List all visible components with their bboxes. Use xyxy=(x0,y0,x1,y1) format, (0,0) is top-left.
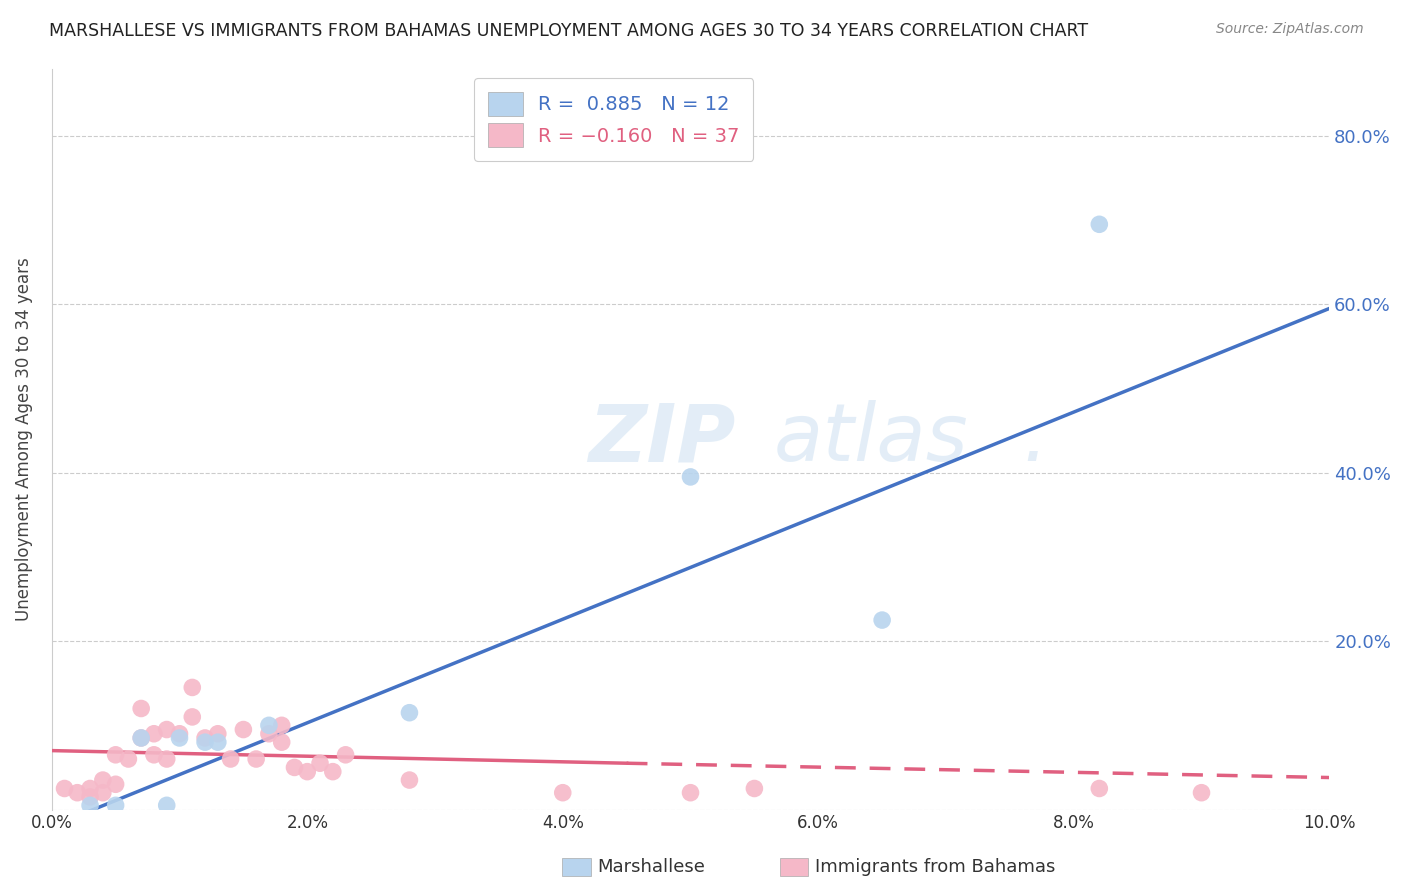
Point xyxy=(79,789,101,804)
Point xyxy=(1088,217,1111,231)
Text: .: . xyxy=(1022,400,1049,478)
Text: MARSHALLESE VS IMMIGRANTS FROM BAHAMAS UNEMPLOYMENT AMONG AGES 30 TO 34 YEARS CO: MARSHALLESE VS IMMIGRANTS FROM BAHAMAS U… xyxy=(49,22,1088,40)
Point xyxy=(53,781,76,796)
Point xyxy=(169,731,191,745)
Point xyxy=(270,718,292,732)
Point xyxy=(398,706,420,720)
Point xyxy=(79,781,101,796)
Point xyxy=(309,756,332,771)
Point xyxy=(142,727,165,741)
Point xyxy=(257,727,280,741)
Point xyxy=(1191,786,1213,800)
Y-axis label: Unemployment Among Ages 30 to 34 years: Unemployment Among Ages 30 to 34 years xyxy=(15,257,32,621)
Point xyxy=(104,747,127,762)
Point xyxy=(156,752,179,766)
Point xyxy=(129,731,152,745)
Point xyxy=(181,681,204,695)
Point xyxy=(219,752,242,766)
Legend: R =  0.885   N = 12, R = −0.160   N = 37: R = 0.885 N = 12, R = −0.160 N = 37 xyxy=(474,78,754,161)
Point xyxy=(679,470,702,484)
Point xyxy=(870,613,893,627)
Point xyxy=(1088,781,1111,796)
Point xyxy=(744,781,766,796)
Point xyxy=(156,798,179,813)
Point xyxy=(335,747,357,762)
Point xyxy=(129,701,152,715)
Point xyxy=(283,760,305,774)
Point xyxy=(104,777,127,791)
Point xyxy=(194,735,217,749)
Point xyxy=(232,723,254,737)
Text: atlas: atlas xyxy=(773,400,969,478)
Point xyxy=(245,752,267,766)
Point xyxy=(398,773,420,788)
Point xyxy=(679,786,702,800)
Point xyxy=(194,731,217,745)
Point xyxy=(117,752,139,766)
Point xyxy=(207,727,229,741)
Text: Marshallese: Marshallese xyxy=(598,858,706,876)
Point xyxy=(181,710,204,724)
Text: ZIP: ZIP xyxy=(588,400,735,478)
Text: Source: ZipAtlas.com: Source: ZipAtlas.com xyxy=(1216,22,1364,37)
Point xyxy=(169,727,191,741)
Point xyxy=(104,798,127,813)
Point xyxy=(66,786,89,800)
Point xyxy=(297,764,319,779)
Text: Immigrants from Bahamas: Immigrants from Bahamas xyxy=(815,858,1056,876)
Point xyxy=(257,718,280,732)
Point xyxy=(270,735,292,749)
Point xyxy=(91,786,114,800)
Point xyxy=(79,798,101,813)
Point xyxy=(551,786,574,800)
Point xyxy=(322,764,344,779)
Point xyxy=(207,735,229,749)
Point xyxy=(91,773,114,788)
Point xyxy=(129,731,152,745)
Point xyxy=(142,747,165,762)
Point xyxy=(156,723,179,737)
